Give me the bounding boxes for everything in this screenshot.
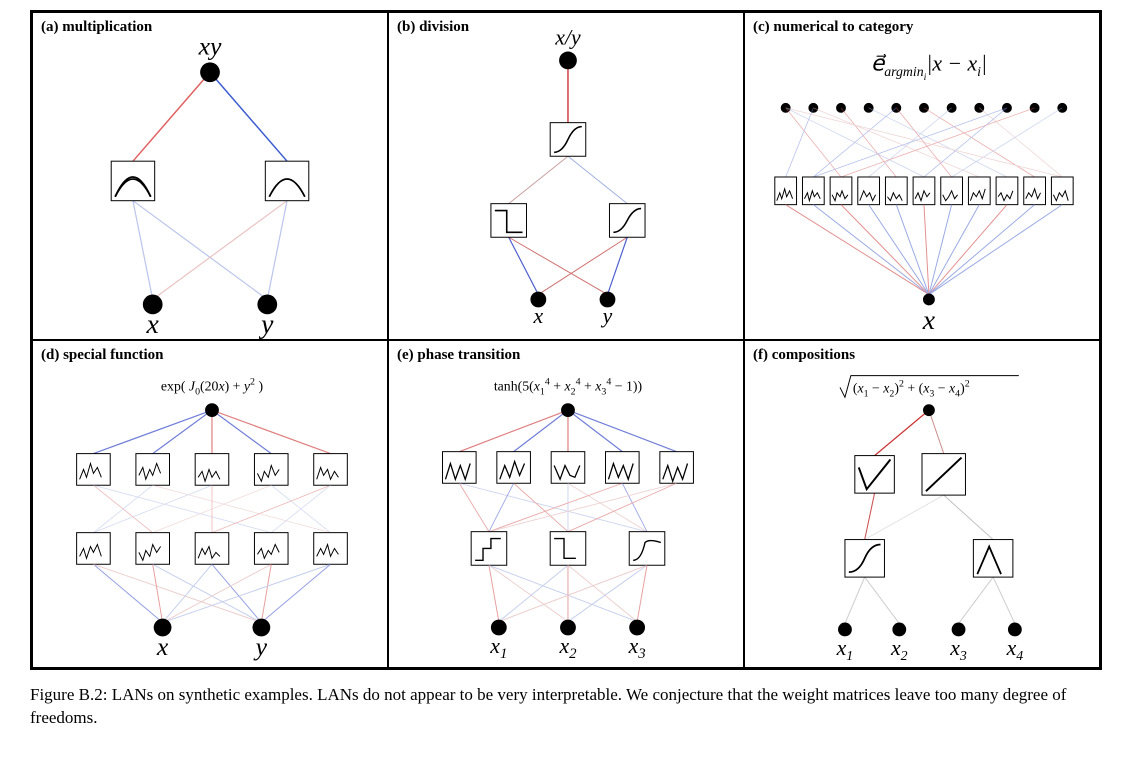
svg-text:x4: x4	[1006, 636, 1024, 663]
svg-text:x1: x1	[489, 634, 507, 662]
panel-a-svg: xy x y	[33, 13, 387, 339]
svg-text:y: y	[601, 304, 613, 328]
svg-text:tanh(5(x14 + x24 + x34 − 1)): tanh(5(x14 + x24 + x34 − 1))	[494, 376, 642, 397]
svg-text:(x1 − x2)2 + (x3 − x4)2: (x1 − x2)2 + (x3 − x4)2	[853, 378, 970, 399]
panel-c-title: (c) numerical to category	[753, 19, 913, 36]
svg-text:x2: x2	[890, 636, 908, 663]
panel-c: (c) numerical to category e⃗argmini|x − …	[744, 12, 1100, 340]
figure-grid: (a) multiplication xy x	[30, 10, 1102, 670]
panel-f-svg: (x1 − x2)2 + (x3 − x4)2 x1 x2 x3 x4	[745, 341, 1099, 667]
activation-box	[265, 161, 308, 201]
svg-text:x2: x2	[558, 634, 577, 662]
panel-a: (a) multiplication xy x	[32, 12, 388, 340]
panel-f: (f) compositions (x1 − x2)2 + (x3 − x4)2	[744, 340, 1100, 668]
figure-caption: Figure B.2: LANs on synthetic examples. …	[30, 684, 1102, 730]
svg-text:x: x	[156, 632, 169, 661]
svg-text:x1: x1	[836, 636, 854, 663]
svg-text:y: y	[253, 632, 268, 661]
panel-d-title: (d) special function	[41, 347, 164, 364]
svg-text:x: x	[533, 304, 544, 328]
panel-f-title: (f) compositions	[753, 347, 855, 364]
svg-text:y: y	[258, 308, 274, 339]
svg-text:e⃗argmini|x − xi|: e⃗argmini|x − xi|	[871, 51, 987, 83]
panel-e: (e) phase transition tanh(5(x14 + x24 + …	[388, 340, 744, 668]
panel-d: (d) special function exp( J0(20x) + y2 )	[32, 340, 388, 668]
panel-b-svg: x/y x y	[389, 13, 743, 339]
panel-a-title: (a) multiplication	[41, 19, 152, 36]
svg-text:exp( J0(20x) + y2 ): exp( J0(20x) + y2 )	[161, 376, 263, 397]
svg-text:xy: xy	[198, 31, 222, 60]
svg-text:x/y: x/y	[554, 26, 581, 50]
activation-box	[111, 161, 154, 201]
svg-text:x3: x3	[949, 636, 967, 663]
svg-text:x: x	[922, 304, 936, 335]
activation-boxes	[775, 177, 1073, 205]
panel-c-svg: e⃗argmini|x − xi|	[745, 13, 1099, 339]
panel-e-title: (e) phase transition	[397, 347, 520, 364]
svg-text:x: x	[146, 308, 160, 339]
panel-b: (b) division x/y x y	[388, 12, 744, 340]
panel-e-svg: tanh(5(x14 + x24 + x34 − 1))	[389, 341, 743, 667]
panel-d-svg: exp( J0(20x) + y2 )	[33, 341, 387, 667]
panel-b-title: (b) division	[397, 19, 469, 36]
svg-text:x3: x3	[628, 634, 646, 662]
